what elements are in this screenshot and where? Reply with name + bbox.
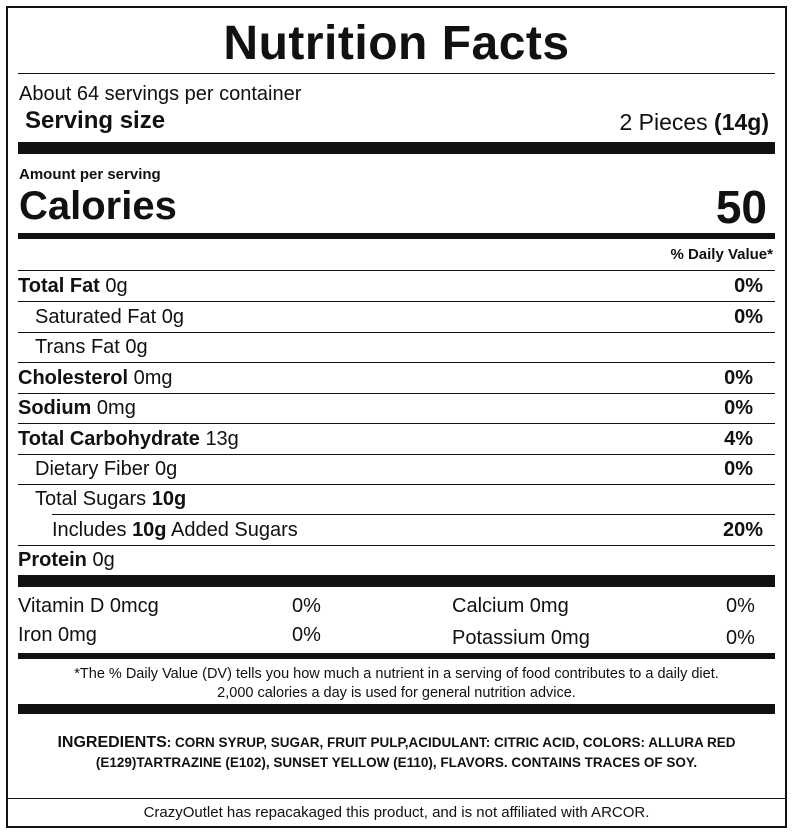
vitamin-dv: 0% <box>292 624 321 646</box>
serving-size-pieces: 2 Pieces <box>619 109 708 135</box>
nutrient-name: Total Fat <box>18 275 100 297</box>
vitamin-dv: 0% <box>726 595 755 617</box>
calories-value: 50 <box>715 181 767 233</box>
nutrient-name: Protein <box>18 549 87 571</box>
nutrient-name: Total Carbohydrate <box>18 428 200 450</box>
divider <box>18 332 775 333</box>
nutrient-amount: 0g <box>155 458 178 480</box>
nutrient-row-trans-fat: Trans Fat 0g <box>18 332 775 362</box>
servings-per-container: About 64 servings per container <box>19 83 302 105</box>
ingredients-text: : CORN SYRUP, SUGAR, FRUIT PULP,ACIDULAN… <box>95 735 736 770</box>
nutrient-row-total-sugars: Total Sugars 10g <box>18 484 775 514</box>
nutrient-row-cholesterol: Cholesterol 0mg 0% <box>18 363 775 393</box>
nutrient-dv: 0% <box>724 367 753 389</box>
nutrient-amount: 10g <box>151 488 187 510</box>
footnote-line-2: 2,000 calories a day is used for general… <box>217 685 576 701</box>
nutrient-row-total-carbohydrate: Total Carbohydrate 13g 4% <box>18 424 775 454</box>
nutrient-dv: 4% <box>724 428 753 450</box>
divider-medium <box>18 653 775 659</box>
vitamin-row: Iron 0mg 0% Potassium 0mg 0% <box>18 620 775 650</box>
divider <box>18 73 775 74</box>
divider-thick <box>18 142 775 154</box>
nutrient-dv: 0% <box>724 458 753 480</box>
divider <box>8 798 785 799</box>
divider <box>18 454 775 455</box>
divider-thick <box>18 704 775 714</box>
nutrient-row-added-sugars: Includes 10g Added Sugars 20% <box>18 515 775 545</box>
nutrient-row-total-fat: Total Fat 0g 0% <box>18 271 775 301</box>
vitamin-name: Vitamin D 0mcg <box>18 595 159 617</box>
nutrient-dv: 0% <box>734 275 763 297</box>
serving-size-value: 2 Pieces (14g) <box>619 109 769 136</box>
nutrient-name: Sodium <box>18 397 92 419</box>
nutrient-amount: 0mg <box>96 397 136 419</box>
nutrient-name-prefix: Includes <box>52 519 127 541</box>
nutrient-name: Saturated Fat <box>35 306 157 328</box>
divider <box>18 270 775 271</box>
divider <box>18 362 775 363</box>
nutrient-row-protein: Protein 0g <box>18 545 775 575</box>
nutrition-facts-panel: Nutrition Facts About 64 servings per co… <box>6 6 787 828</box>
nutrient-name: Dietary Fiber <box>35 458 150 480</box>
nutrient-row-saturated-fat: Saturated Fat 0g 0% <box>18 302 775 332</box>
vitamin-name: Calcium 0mg <box>452 595 569 617</box>
nutrient-row-sodium: Sodium 0mg 0% <box>18 393 775 423</box>
nutrient-amount: 0g <box>105 275 128 297</box>
divider <box>18 301 775 302</box>
nutrient-amount: 0g <box>125 336 148 358</box>
serving-size-grams: (14g) <box>714 109 769 135</box>
nutrient-name: Cholesterol <box>18 367 129 389</box>
divider <box>18 545 775 546</box>
nutrient-dv: 0% <box>724 397 753 419</box>
nutrient-amount: 0mg <box>133 367 173 389</box>
nutrient-amount: 13g <box>205 428 239 450</box>
calories-label: Calories <box>19 184 177 228</box>
vitamin-dv: 0% <box>292 595 321 617</box>
nutrient-amount: 0g <box>92 549 115 571</box>
nutrient-name: Total Sugars <box>35 488 147 510</box>
divider-thick <box>18 575 775 587</box>
divider <box>18 484 775 485</box>
nutrient-amount: 10g <box>132 519 167 541</box>
divider <box>18 423 775 424</box>
nutrient-dv: 0% <box>734 306 763 328</box>
repackager-credit: CrazyOutlet has repacakaged this product… <box>143 804 650 821</box>
nutrient-dv: 20% <box>722 519 763 541</box>
nutrient-amount: 0g <box>161 306 184 328</box>
vitamin-dv: 0% <box>726 627 755 649</box>
ingredients-heading: INGREDIENTS <box>57 734 167 751</box>
ingredients: INGREDIENTS: CORN SYRUP, SUGAR, FRUIT PU… <box>48 733 745 773</box>
nutrient-name-suffix: Added Sugars <box>170 519 298 541</box>
nutrient-name: Trans Fat <box>35 336 120 358</box>
serving-size-label: Serving size <box>25 107 166 134</box>
daily-value-header: % Daily Value* <box>670 246 773 263</box>
divider <box>18 393 775 394</box>
vitamin-name: Iron 0mg <box>18 624 97 646</box>
amount-per-serving: Amount per serving <box>19 166 161 183</box>
footnote-line-1: *The % Daily Value (DV) tells you how mu… <box>74 666 719 682</box>
divider-medium <box>18 233 775 239</box>
vitamin-name: Potassium 0mg <box>452 627 590 649</box>
divider <box>52 514 775 515</box>
label-title: Nutrition Facts <box>223 17 570 70</box>
nutrient-row-dietary-fiber: Dietary Fiber 0g 0% <box>18 454 775 484</box>
vitamin-row: Vitamin D 0mcg 0% Calcium 0mg 0% <box>18 591 775 621</box>
